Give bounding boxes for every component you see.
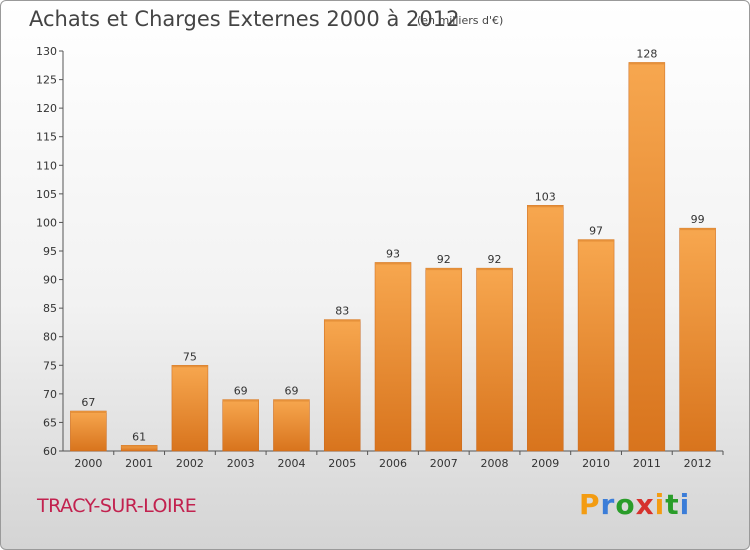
logo-letter: x (635, 488, 655, 521)
bar-2007 (425, 267, 463, 452)
value-label-2004: 69 (284, 385, 298, 398)
y-tick-label: 125 (36, 74, 57, 87)
x-tick-label: 2006 (379, 457, 407, 470)
chart-title: Achats et Charges Externes 2000 à 2012 (29, 7, 460, 31)
chart-unit: (en milliers d'€) (417, 14, 504, 27)
bar-top-edge (425, 268, 462, 271)
bars (70, 62, 716, 452)
x-tick-label: 2011 (633, 457, 661, 470)
y-tick-label: 90 (43, 274, 57, 287)
bar-top-edge (527, 205, 564, 208)
bar-2002 (171, 365, 209, 452)
x-tick-label: 2003 (227, 457, 255, 470)
value-label-2011: 128 (636, 47, 657, 60)
data-labels: 67 61 75 69 69 83 93 92 92 103 97 128 99 (81, 47, 704, 443)
x-tick-label: 2012 (684, 457, 712, 470)
value-label-2008: 92 (488, 253, 502, 266)
bar-2010 (577, 239, 615, 452)
proxiti-logo: Proxiti (579, 488, 690, 521)
x-tick-label: 2000 (74, 457, 102, 470)
logo-letter: t (665, 488, 680, 521)
value-label-2007: 92 (437, 253, 451, 266)
bar-top-edge (476, 268, 513, 271)
bar-2012 (679, 227, 716, 452)
value-label-2009: 103 (535, 190, 556, 203)
logo-letter: o (615, 488, 636, 521)
value-label-2002: 75 (183, 350, 197, 363)
value-label-2003: 69 (234, 385, 248, 398)
y-tick-label: 85 (43, 302, 57, 315)
y-tick-label: 105 (36, 188, 57, 201)
y-tick-label: 115 (36, 131, 57, 144)
y-tick-label: 120 (36, 102, 57, 115)
x-tick-label: 2008 (481, 457, 509, 470)
bar-2011 (628, 62, 666, 452)
bar-2000 (70, 410, 107, 452)
value-label-2005: 83 (335, 305, 349, 318)
commune-name: TRACY-SUR-LOIRE (37, 495, 197, 517)
logo-letter: i (654, 488, 666, 521)
y-tick-label: 95 (43, 245, 57, 258)
y-tick-label: 70 (43, 388, 57, 401)
bar-2008 (476, 267, 513, 452)
y-tick-label: 80 (43, 331, 57, 344)
logo-letter: i (679, 488, 691, 521)
bar-2003 (222, 399, 259, 452)
y-tick-label: 60 (43, 445, 57, 458)
logo-letter: r (600, 488, 616, 521)
bar-top-edge (121, 445, 158, 448)
value-label-2006: 93 (386, 247, 400, 260)
bar-top-edge (70, 411, 107, 413)
bar-top-edge (222, 399, 259, 402)
bar-top-edge (628, 62, 665, 65)
y-tick-label: 110 (36, 159, 57, 172)
x-tick-label: 2010 (582, 457, 610, 470)
y-tick-label: 130 (36, 45, 57, 58)
bar-2009 (527, 205, 564, 452)
bar-2004 (273, 399, 310, 452)
bar-top-edge (171, 365, 208, 368)
bar-2005 (323, 319, 361, 452)
axes: 60 65 70 75 80 85 90 95 100 105 110 115 120 125 130 200… (36, 45, 724, 470)
value-label-2001: 61 (132, 430, 146, 443)
logo-letter: P (579, 488, 601, 521)
y-tick-label: 65 (43, 416, 57, 429)
bar-top-edge (679, 228, 716, 231)
value-label-2000: 67 (81, 396, 95, 409)
x-tick-label: 2002 (176, 457, 204, 470)
bar-top-edge (324, 319, 361, 322)
x-tick-label: 2005 (328, 457, 356, 470)
y-tick-label: 75 (43, 359, 57, 372)
value-label-2010: 97 (589, 225, 603, 238)
x-tick-label: 2004 (277, 457, 305, 470)
bar-2006 (374, 262, 412, 452)
x-tick-label: 2009 (531, 457, 559, 470)
value-label-2012: 99 (691, 213, 705, 226)
x-tick-label: 2001 (125, 457, 153, 470)
bar-top-edge (273, 399, 310, 402)
bar-top-edge (578, 239, 615, 242)
bar-top-edge (375, 262, 411, 265)
x-tick-label: 2007 (430, 457, 458, 470)
y-tick-label: 100 (36, 216, 57, 229)
